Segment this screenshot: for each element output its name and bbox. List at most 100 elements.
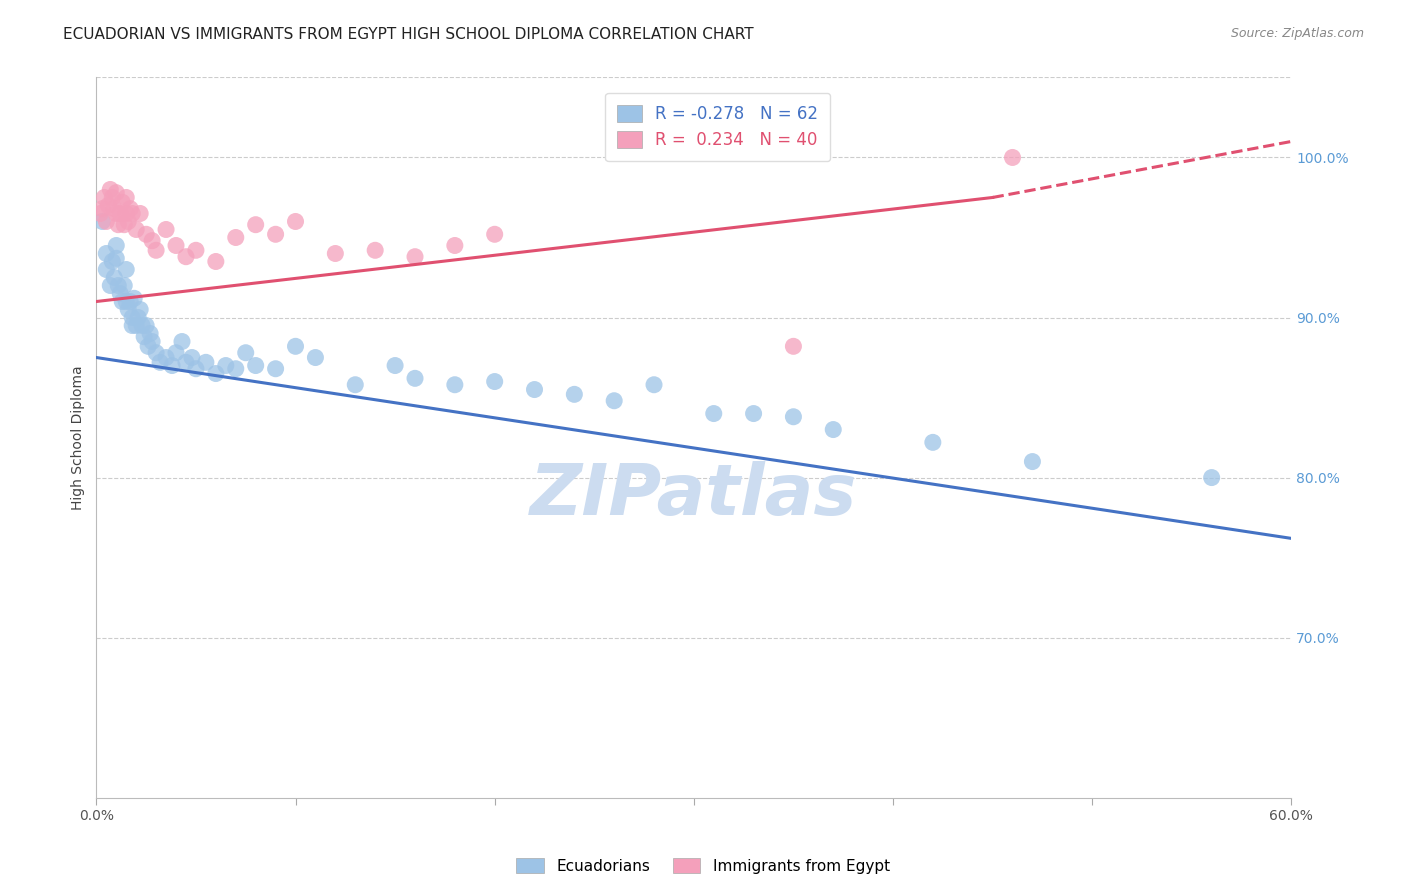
Point [155, 222, 177, 236]
Point [120, 294, 142, 309]
Point [145, 345, 167, 359]
Point [141, 234, 163, 248]
Point [1201, 470, 1223, 484]
Point [264, 227, 287, 242]
Text: ECUADORIAN VS IMMIGRANTS FROM EGYPT HIGH SCHOOL DIPLOMA CORRELATION CHART: ECUADORIAN VS IMMIGRANTS FROM EGYPT HIGH… [63, 27, 754, 42]
Point [115, 262, 138, 277]
Y-axis label: High School Diploma: High School Diploma [72, 365, 86, 510]
Point [782, 339, 804, 353]
Point [643, 377, 665, 392]
Point [225, 230, 247, 244]
Legend: Ecuadorians, Immigrants from Egypt: Ecuadorians, Immigrants from Egypt [510, 852, 896, 880]
Point [129, 302, 152, 317]
Point [145, 244, 167, 258]
Point [174, 250, 197, 264]
Point [135, 227, 157, 242]
Point [111, 195, 134, 210]
Point [105, 238, 128, 252]
Point [284, 214, 307, 228]
Point [93, 190, 115, 204]
Point [284, 339, 307, 353]
Point [264, 361, 287, 376]
Point [96, 214, 118, 228]
Point [344, 377, 367, 392]
Point [115, 190, 138, 204]
Point [444, 377, 467, 392]
Point [98, 182, 121, 196]
Point [141, 334, 163, 349]
Point [127, 310, 149, 325]
Point [1001, 151, 1024, 165]
Point [110, 286, 132, 301]
Point [122, 291, 145, 305]
Point [205, 254, 228, 268]
Point [117, 214, 139, 228]
Point [562, 387, 585, 401]
Point [184, 244, 207, 258]
Point [136, 339, 159, 353]
Point [484, 375, 506, 389]
Point [444, 238, 467, 252]
Point [364, 244, 387, 258]
Point [121, 318, 143, 333]
Point [117, 302, 139, 317]
Point [120, 202, 142, 216]
Point [103, 270, 125, 285]
Point [98, 278, 121, 293]
Point [103, 202, 125, 216]
Point [107, 278, 129, 293]
Point [782, 409, 804, 424]
Point [149, 355, 172, 369]
Point [245, 359, 267, 373]
Point [160, 359, 183, 373]
Point [205, 367, 228, 381]
Point [245, 218, 267, 232]
Point [112, 218, 135, 232]
Point [165, 238, 187, 252]
Point [121, 206, 143, 220]
Point [404, 371, 426, 385]
Point [111, 294, 134, 309]
Point [96, 262, 118, 277]
Point [112, 278, 135, 293]
Point [174, 355, 197, 369]
Point [134, 329, 156, 343]
Point [325, 246, 347, 260]
Point [89, 206, 111, 220]
Point [404, 250, 426, 264]
Point [101, 190, 124, 204]
Point [121, 310, 143, 325]
Point [91, 214, 114, 228]
Point [155, 351, 177, 365]
Point [170, 334, 193, 349]
Point [235, 345, 257, 359]
Point [105, 252, 128, 266]
Point [115, 206, 138, 220]
Point [110, 206, 132, 220]
Point [194, 355, 217, 369]
Point [603, 393, 626, 408]
Point [129, 206, 152, 220]
Point [105, 186, 128, 200]
Point [115, 294, 138, 309]
Point [742, 407, 765, 421]
Point [105, 206, 128, 220]
Text: ZIPatlas: ZIPatlas [530, 460, 858, 530]
Point [125, 222, 148, 236]
Point [97, 198, 120, 212]
Point [1021, 454, 1043, 468]
Point [91, 202, 114, 216]
Point [184, 361, 207, 376]
Point [181, 351, 204, 365]
Point [215, 359, 238, 373]
Point [304, 351, 326, 365]
Point [384, 359, 406, 373]
Point [125, 318, 148, 333]
Point [921, 435, 943, 450]
Point [484, 227, 506, 242]
Text: Source: ZipAtlas.com: Source: ZipAtlas.com [1230, 27, 1364, 40]
Point [139, 326, 162, 341]
Point [131, 318, 153, 333]
Point [523, 383, 546, 397]
Point [703, 407, 725, 421]
